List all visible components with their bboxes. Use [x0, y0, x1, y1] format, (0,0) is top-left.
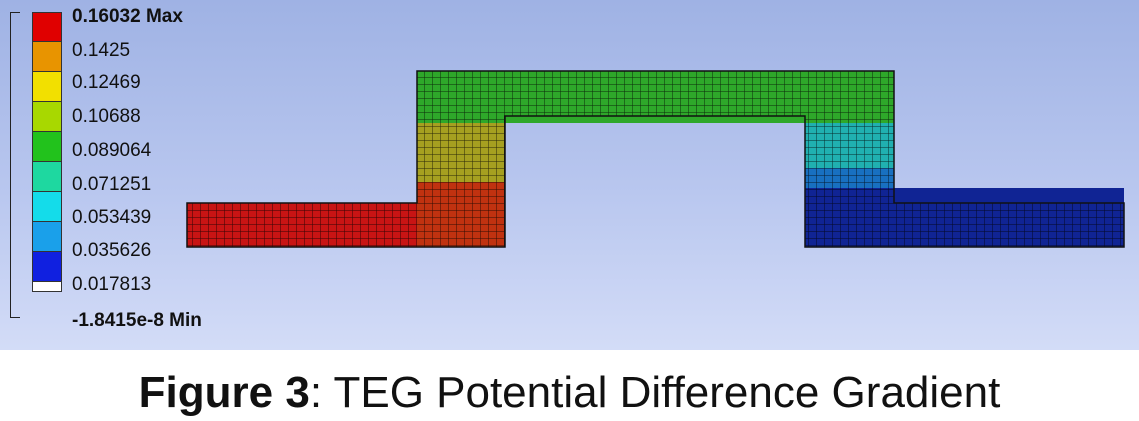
figure-caption-text: : TEG Potential Difference Gradient [309, 368, 1001, 417]
teg-mesh [186, 70, 1125, 248]
legend-level-label: 0.10688 [72, 106, 141, 127]
legend-swatch [32, 282, 62, 292]
legend-max-label: 0.16032 Max [72, 6, 183, 27]
legend-swatch [32, 42, 62, 72]
figure-caption: Figure 3: TEG Potential Difference Gradi… [0, 368, 1139, 418]
legend-level-label: 0.12469 [72, 72, 141, 93]
legend-swatch [32, 132, 62, 162]
figure-label: Figure 3 [138, 368, 310, 417]
legend-swatch [32, 192, 62, 222]
legend-swatch [32, 162, 62, 192]
color-legend [32, 12, 62, 292]
legend-level-label: 0.1425 [72, 40, 131, 61]
legend-swatch [32, 252, 62, 282]
legend-swatch [32, 72, 62, 102]
legend-level-label: 0.053439 [72, 207, 152, 228]
legend-bracket [10, 12, 20, 318]
legend-level-label: 0.017813 [72, 274, 152, 295]
mesh-outline [186, 70, 1125, 248]
legend-swatch [32, 12, 62, 42]
simulation-viewport: 0.16032 Max 0.1425 0.12469 0.10688 0.089… [0, 0, 1139, 350]
legend-min-label: -1.8415e-8 Min [72, 310, 202, 331]
legend-swatch [32, 102, 62, 132]
mesh-grid-overlay [187, 71, 1124, 247]
legend-level-label: 0.089064 [72, 140, 152, 161]
legend-level-label: 0.071251 [72, 174, 152, 195]
legend-swatch [32, 222, 62, 252]
legend-level-label: 0.035626 [72, 240, 152, 261]
